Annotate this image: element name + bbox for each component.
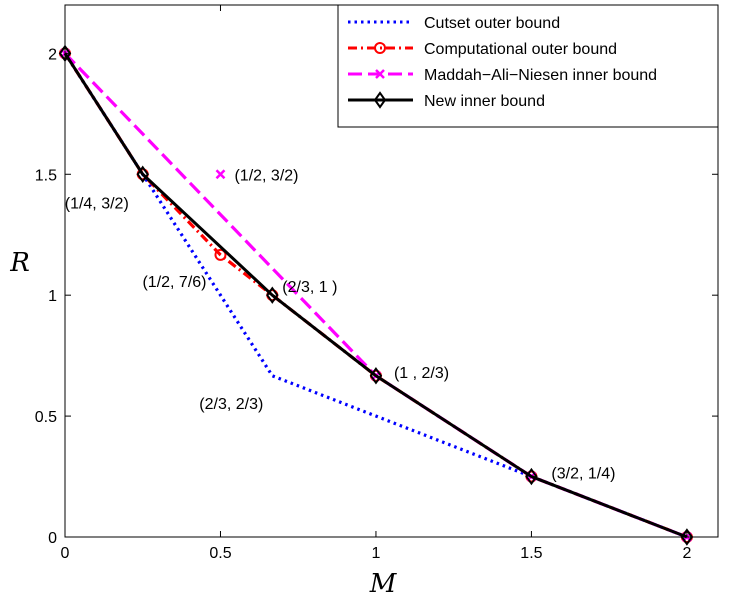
legend-label-2: Computational outer bound (424, 41, 617, 58)
legend-box (337, 4, 719, 128)
legend-marker-2 (374, 42, 386, 54)
series-4-point-3 (266, 286, 279, 304)
series-3-extra-point-1-stroke-b (215, 169, 226, 180)
legend-label-1: Cutset outer bound (424, 15, 560, 32)
plot-area (58, 44, 694, 546)
y-axis-title: R (9, 248, 30, 278)
annotation-1: (1/2, 3/2) (234, 167, 298, 184)
annotation-3: (1/2, 7/6) (142, 274, 206, 291)
series-3-extra-point-1 (215, 169, 226, 180)
legend-marker-3-stroke-b (375, 69, 385, 79)
x-tick-label-2: 0.5 (209, 545, 231, 562)
series-4-point-6 (680, 528, 694, 546)
annotation-2: (1/4, 3/2) (65, 195, 129, 212)
legend-label-3: Maddah−Ali−Niesen inner bound (424, 67, 657, 84)
legend: Cutset outer bound Computational outer bo… (337, 4, 719, 128)
x-tick-label-5: 2 (682, 545, 691, 562)
x-tick-label-1: 0 (61, 545, 70, 562)
y-tick-label-4: 1.5 (35, 167, 57, 184)
annotation-6: (2/3, 2/3) (199, 396, 263, 413)
series-line-4 (63, 52, 688, 539)
annotations: (1/2, 3/2) (1/4, 3/2) (1/2, 7/6) (2/3, 1 ) (… (65, 167, 616, 482)
x-tick-label-4: 1.5 (520, 545, 542, 562)
x-axis-title: M (369, 569, 398, 597)
y-tick-label-2: 0.5 (35, 409, 57, 426)
series-2-point-3 (214, 248, 227, 261)
annotation-5: (1 , 2/3) (394, 365, 449, 382)
series-4-point-5 (525, 467, 538, 486)
y-tick-label-3: 1 (48, 288, 57, 305)
y-tick-label-1: 0 (48, 530, 57, 547)
series-4-point-2 (136, 165, 149, 183)
x-tick-label-3: 1 (371, 545, 380, 562)
y-tick-label-5: 2 (48, 46, 57, 63)
annotation-4: (2/3, 1 ) (282, 279, 337, 296)
legend-marker-3 (375, 69, 385, 79)
series-4-point-4 (369, 367, 383, 385)
legend-label-4: New inner bound (424, 93, 545, 110)
annotation-7: (3/2, 1/4) (551, 466, 615, 483)
legend-marker-4 (373, 91, 387, 109)
